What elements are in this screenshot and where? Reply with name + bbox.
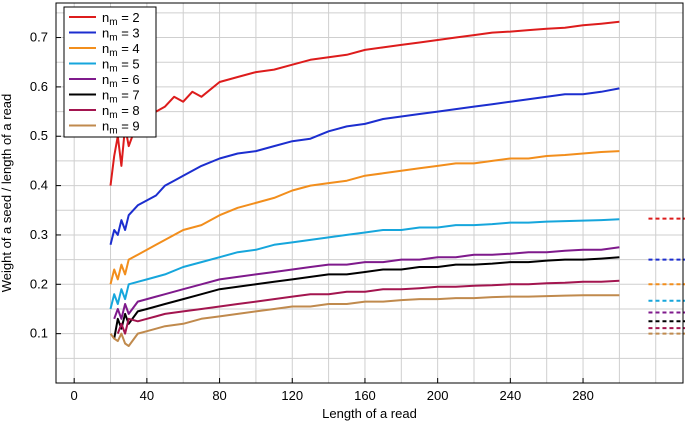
y-tick-labels: 0.1 0.2 0.3 0.4 0.5 0.6 0.7	[30, 30, 61, 341]
y-tick-label: 0.5	[30, 128, 48, 143]
y-tick-label: 0.7	[30, 30, 48, 45]
grid	[56, 3, 683, 383]
y-tick-label: 0.1	[30, 326, 48, 341]
x-tick-label: 240	[499, 388, 521, 403]
x-tick-label: 0	[71, 388, 78, 403]
series-line-n5	[109, 218, 620, 310]
y-tick-label: 0.3	[30, 227, 48, 242]
y-tick-label: 0.4	[30, 178, 48, 193]
x-tick-label: 80	[212, 388, 226, 403]
legend-label: nm = 3	[102, 26, 140, 44]
x-axis-label: Length of a read	[322, 406, 417, 421]
y-axis-label: Weight of a seed / length of a read	[0, 94, 14, 293]
y-tick-label: 0.2	[30, 276, 48, 291]
legend-box	[63, 6, 157, 138]
plot-frame	[55, 2, 684, 384]
series-line-n9	[109, 294, 620, 347]
legend-label: nm = 2	[102, 10, 140, 28]
legend: nm = 2nm = 3nm = 4nm = 5nm = 6nm = 7nm =…	[63, 6, 157, 138]
x-tick-label: 160	[354, 388, 376, 403]
legend-label: nm = 6	[102, 72, 140, 90]
legend-label: nm = 7	[102, 88, 140, 106]
reference-lines	[648, 217, 685, 335]
x-tick-label: 280	[572, 388, 594, 403]
series-line-n4	[109, 150, 620, 285]
legend-label: nm = 8	[102, 103, 140, 121]
legend-label: nm = 5	[102, 57, 140, 75]
series-line-n7	[113, 256, 620, 339]
legend-label: nm = 4	[102, 41, 140, 59]
x-tick-label: 40	[140, 388, 154, 403]
series-line-n6	[113, 246, 620, 320]
x-tick-label: 120	[281, 388, 303, 403]
x-tick-labels: 0 40 80 120 160 200 240 280	[71, 378, 594, 403]
x-tick-label: 200	[427, 388, 449, 403]
series-line-n3	[109, 87, 620, 246]
legend-label: nm = 9	[102, 119, 140, 137]
series-line-n8	[116, 279, 620, 335]
y-tick-label: 0.6	[30, 79, 48, 94]
